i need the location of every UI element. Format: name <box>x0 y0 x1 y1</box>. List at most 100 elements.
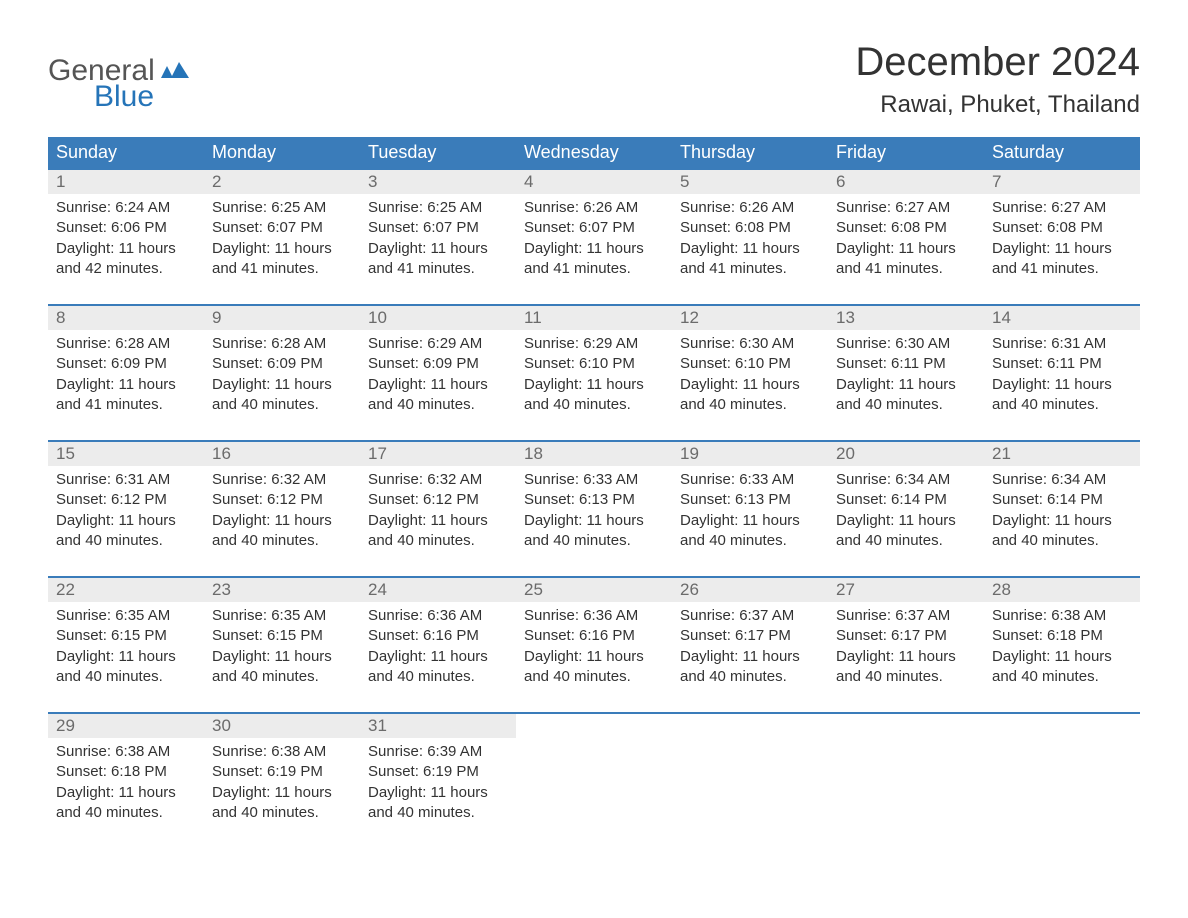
day-sunrise: Sunrise: 6:29 AM <box>524 334 664 354</box>
day-sunrise: Sunrise: 6:34 AM <box>836 470 976 490</box>
day-sunset: Sunset: 6:12 PM <box>368 490 508 510</box>
day-content-cell: Sunrise: 6:33 AMSunset: 6:13 PMDaylight:… <box>672 466 828 555</box>
day-sunset: Sunset: 6:10 PM <box>524 354 664 374</box>
day-dl2: and 40 minutes. <box>992 667 1132 687</box>
day-number-cell: 16 <box>204 441 360 466</box>
day-content-row: Sunrise: 6:35 AMSunset: 6:15 PMDaylight:… <box>48 602 1140 691</box>
day-content-cell: Sunrise: 6:29 AMSunset: 6:10 PMDaylight:… <box>516 330 672 419</box>
day-sunrise: Sunrise: 6:33 AM <box>680 470 820 490</box>
day-dl2: and 40 minutes. <box>212 395 352 415</box>
day-number-cell: 12 <box>672 305 828 330</box>
day-dl2: and 41 minutes. <box>368 259 508 279</box>
day-dl1: Daylight: 11 hours <box>212 647 352 667</box>
calendar-table: Sunday Monday Tuesday Wednesday Thursday… <box>48 137 1140 827</box>
day-number-cell: 26 <box>672 577 828 602</box>
day-number-cell: 14 <box>984 305 1140 330</box>
day-header: Wednesday <box>516 137 672 169</box>
day-sunset: Sunset: 6:13 PM <box>524 490 664 510</box>
day-sunset: Sunset: 6:12 PM <box>56 490 196 510</box>
day-dl2: and 40 minutes. <box>524 667 664 687</box>
day-number-cell: 29 <box>48 713 204 738</box>
day-content-cell: Sunrise: 6:28 AMSunset: 6:09 PMDaylight:… <box>204 330 360 419</box>
week-separator <box>48 691 1140 713</box>
day-sunset: Sunset: 6:09 PM <box>368 354 508 374</box>
day-dl2: and 40 minutes. <box>680 667 820 687</box>
page-header: General Blue December 2024 Rawai, Phuket… <box>48 40 1140 119</box>
day-sunrise: Sunrise: 6:35 AM <box>56 606 196 626</box>
logo-text-blue: Blue <box>94 82 154 112</box>
day-dl1: Daylight: 11 hours <box>680 647 820 667</box>
day-sunrise: Sunrise: 6:39 AM <box>368 742 508 762</box>
day-number-cell: 3 <box>360 169 516 194</box>
day-sunrise: Sunrise: 6:30 AM <box>836 334 976 354</box>
day-content-row: Sunrise: 6:24 AMSunset: 6:06 PMDaylight:… <box>48 194 1140 283</box>
day-dl1: Daylight: 11 hours <box>992 239 1132 259</box>
day-number-row: 15161718192021 <box>48 441 1140 466</box>
day-number-cell: 18 <box>516 441 672 466</box>
day-content-cell <box>828 738 984 827</box>
day-dl1: Daylight: 11 hours <box>524 647 664 667</box>
week-separator <box>48 419 1140 441</box>
day-number-cell: 13 <box>828 305 984 330</box>
day-sunrise: Sunrise: 6:25 AM <box>368 198 508 218</box>
day-dl2: and 40 minutes. <box>368 531 508 551</box>
day-content-cell: Sunrise: 6:28 AMSunset: 6:09 PMDaylight:… <box>48 330 204 419</box>
day-dl1: Daylight: 11 hours <box>212 239 352 259</box>
day-dl2: and 40 minutes. <box>836 667 976 687</box>
day-sunrise: Sunrise: 6:24 AM <box>56 198 196 218</box>
day-content-cell: Sunrise: 6:38 AMSunset: 6:18 PMDaylight:… <box>48 738 204 827</box>
day-number-cell: 21 <box>984 441 1140 466</box>
day-content-cell: Sunrise: 6:35 AMSunset: 6:15 PMDaylight:… <box>48 602 204 691</box>
day-number-row: 293031 <box>48 713 1140 738</box>
day-dl1: Daylight: 11 hours <box>368 375 508 395</box>
day-number-cell: 20 <box>828 441 984 466</box>
day-sunset: Sunset: 6:17 PM <box>836 626 976 646</box>
day-number-cell: 19 <box>672 441 828 466</box>
title-block: December 2024 Rawai, Phuket, Thailand <box>855 40 1140 119</box>
day-number-cell: 10 <box>360 305 516 330</box>
day-number-row: 891011121314 <box>48 305 1140 330</box>
day-content-cell: Sunrise: 6:30 AMSunset: 6:11 PMDaylight:… <box>828 330 984 419</box>
day-number-cell: 28 <box>984 577 1140 602</box>
day-sunset: Sunset: 6:13 PM <box>680 490 820 510</box>
day-sunset: Sunset: 6:19 PM <box>212 762 352 782</box>
day-content-cell: Sunrise: 6:31 AMSunset: 6:12 PMDaylight:… <box>48 466 204 555</box>
day-dl1: Daylight: 11 hours <box>680 375 820 395</box>
day-dl1: Daylight: 11 hours <box>368 647 508 667</box>
day-dl2: and 40 minutes. <box>836 531 976 551</box>
day-content-cell: Sunrise: 6:29 AMSunset: 6:09 PMDaylight:… <box>360 330 516 419</box>
flag-icon <box>161 62 189 85</box>
day-number-row: 1234567 <box>48 169 1140 194</box>
day-dl1: Daylight: 11 hours <box>56 375 196 395</box>
day-content-cell: Sunrise: 6:25 AMSunset: 6:07 PMDaylight:… <box>204 194 360 283</box>
day-number-cell: 30 <box>204 713 360 738</box>
day-sunset: Sunset: 6:16 PM <box>524 626 664 646</box>
day-header: Monday <box>204 137 360 169</box>
day-content-cell: Sunrise: 6:30 AMSunset: 6:10 PMDaylight:… <box>672 330 828 419</box>
day-dl1: Daylight: 11 hours <box>524 239 664 259</box>
day-sunset: Sunset: 6:08 PM <box>836 218 976 238</box>
day-sunrise: Sunrise: 6:26 AM <box>680 198 820 218</box>
day-sunrise: Sunrise: 6:37 AM <box>836 606 976 626</box>
day-dl1: Daylight: 11 hours <box>56 647 196 667</box>
day-dl1: Daylight: 11 hours <box>836 511 976 531</box>
day-dl2: and 41 minutes. <box>992 259 1132 279</box>
day-content-cell: Sunrise: 6:38 AMSunset: 6:19 PMDaylight:… <box>204 738 360 827</box>
day-number-cell: 25 <box>516 577 672 602</box>
day-number-cell: 22 <box>48 577 204 602</box>
day-content-cell: Sunrise: 6:33 AMSunset: 6:13 PMDaylight:… <box>516 466 672 555</box>
day-dl2: and 40 minutes. <box>368 803 508 823</box>
day-dl1: Daylight: 11 hours <box>368 511 508 531</box>
day-dl2: and 41 minutes. <box>524 259 664 279</box>
day-sunset: Sunset: 6:08 PM <box>992 218 1132 238</box>
day-number-cell: 2 <box>204 169 360 194</box>
day-header: Friday <box>828 137 984 169</box>
day-number-cell: 1 <box>48 169 204 194</box>
day-sunset: Sunset: 6:14 PM <box>836 490 976 510</box>
day-dl1: Daylight: 11 hours <box>836 239 976 259</box>
day-dl2: and 40 minutes. <box>524 531 664 551</box>
day-header-row: Sunday Monday Tuesday Wednesday Thursday… <box>48 137 1140 169</box>
day-dl2: and 42 minutes. <box>56 259 196 279</box>
day-sunrise: Sunrise: 6:36 AM <box>524 606 664 626</box>
day-dl2: and 40 minutes. <box>56 531 196 551</box>
